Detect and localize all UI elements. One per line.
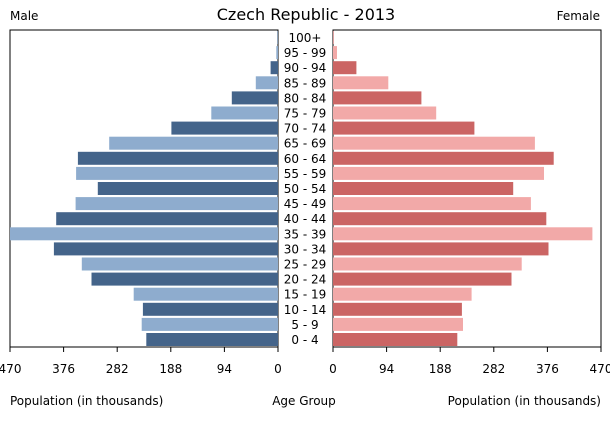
age-axis-title: Age Group [272,394,336,408]
x-tick-label: 470 [590,362,610,376]
male-x-axis: 470 376 282 188 94 0 [0,347,282,376]
age-group-label: 85 - 89 [284,76,327,90]
age-group-label: 75 - 79 [284,107,327,121]
female-bar [333,302,462,316]
female-bar [333,272,512,286]
female-bar [333,76,389,90]
male-bar [81,257,278,271]
male-bar [10,227,278,241]
male-bar [109,136,278,150]
age-group-label: 95 - 99 [284,46,327,60]
female-bar [333,317,463,331]
age-group-label: 30 - 34 [284,242,327,256]
male-bar [270,61,278,75]
male-bar [53,242,279,256]
female-bar [333,257,522,271]
female-label: Female [557,9,600,23]
chart-title: Czech Republic - 2013 [217,5,395,24]
x-tick-label: 282 [482,362,505,376]
female-bar [333,287,472,301]
x-tick-label: 376 [536,362,559,376]
age-group-label: 45 - 49 [284,197,327,211]
age-group-label: 15 - 19 [284,288,327,302]
male-bar [211,106,278,120]
age-group-label: 65 - 69 [284,137,327,151]
female-bar [333,121,475,135]
female-bar [333,166,544,180]
female-bar [333,333,458,346]
female-bar [333,242,549,256]
age-group-label: 80 - 84 [284,91,327,105]
male-bar [171,121,278,135]
female-bar [333,151,554,165]
x-tick-label: 94 [217,362,232,376]
female-x-axis-title: Population (in thousands) [448,394,601,408]
x-tick-label: 94 [379,362,394,376]
male-bar [77,151,279,165]
female-x-axis: 470 376 282 188 94 0 [329,347,610,376]
female-bar [333,136,535,150]
age-group-label: 20 - 24 [284,273,327,287]
male-bar [91,272,278,286]
age-group-label: 0 - 4 [291,333,318,347]
female-bar [333,46,337,60]
age-group-label: 25 - 29 [284,258,327,272]
x-tick-label: 188 [429,362,452,376]
male-bar [276,46,278,60]
female-bar [333,182,514,195]
female-bar [333,212,547,226]
x-tick-label: 0 [274,362,282,376]
male-bar [255,76,278,90]
female-bar [333,227,593,241]
male-bar [76,166,278,180]
female-bar [333,106,437,120]
male-bar [277,31,278,44]
female-bars [333,31,593,346]
age-group-label: 50 - 54 [284,182,327,196]
male-bar [97,182,278,195]
age-group-label: 90 - 94 [284,61,327,75]
age-group-label: 70 - 74 [284,122,327,136]
female-bar [333,91,422,105]
age-group-label: 5 - 9 [291,318,318,332]
male-bar [133,287,278,301]
x-tick-label: 0 [329,362,337,376]
male-bar [231,91,278,105]
age-group-label: 100+ [289,31,322,45]
x-tick-label: 188 [159,362,182,376]
male-bar [75,197,278,211]
age-group-label: 40 - 44 [284,212,327,226]
male-bar [56,212,279,226]
x-tick-label: 470 [0,362,21,376]
age-group-label: 10 - 14 [284,303,327,317]
male-bar [142,302,278,316]
age-group-label: 55 - 59 [284,167,327,181]
female-bar [333,61,357,75]
male-label: Male [10,9,38,23]
male-bar [141,317,278,331]
x-tick-label: 376 [52,362,75,376]
female-bar [333,31,334,44]
male-bar [146,333,278,346]
age-group-label: 60 - 64 [284,152,327,166]
age-group-label: 35 - 39 [284,227,327,241]
female-bar [333,197,531,211]
male-x-axis-title: Population (in thousands) [10,394,163,408]
male-bars [10,31,279,346]
x-tick-label: 282 [106,362,129,376]
